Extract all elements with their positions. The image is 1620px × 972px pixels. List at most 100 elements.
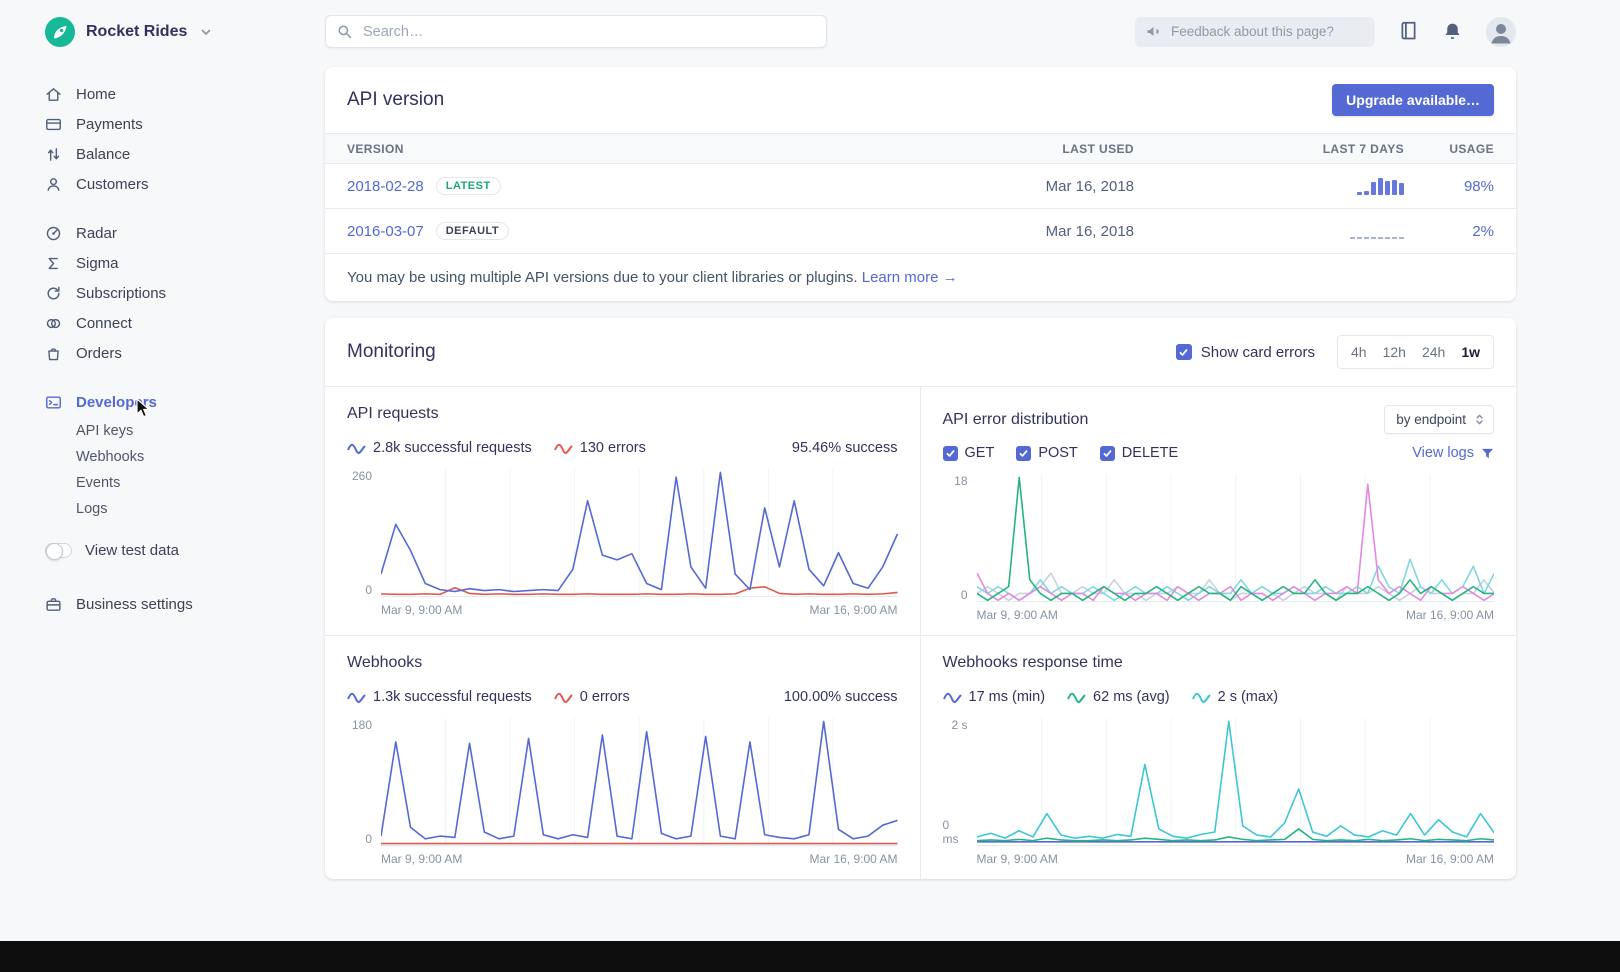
sidebar-item-payments[interactable]: Payments — [45, 109, 300, 139]
line-swatch-icon — [1067, 691, 1086, 703]
legend-successful-requests: 1.3k successful requests — [347, 689, 532, 705]
legend-label: 2.8k successful requests — [373, 440, 532, 456]
nav-group-products: Radar Sigma Subscriptions Connect Orders — [45, 218, 300, 368]
range-4h[interactable]: 4h — [1351, 344, 1367, 360]
by-endpoint-select[interactable]: by endpoint — [1384, 405, 1494, 434]
search-input[interactable] — [361, 23, 815, 41]
legend-label: 62 ms (avg) — [1093, 689, 1170, 705]
sigma-icon — [45, 255, 62, 272]
sidebar-item-radar[interactable]: Radar — [45, 218, 300, 248]
monitoring-title: Monitoring — [347, 341, 436, 363]
sidebar-item-connect[interactable]: Connect — [45, 308, 300, 338]
sidebar-item-label: Subscriptions — [76, 285, 166, 302]
learn-more-link[interactable]: Learn more → — [862, 269, 958, 286]
docs-icon[interactable] — [1398, 21, 1419, 42]
api-error-distribution-chart — [977, 474, 1495, 602]
line-swatch-icon — [347, 691, 366, 703]
upgrade-available-button[interactable]: Upgrade available… — [1332, 84, 1494, 116]
filter-delete[interactable]: DELETE — [1100, 445, 1178, 461]
legend-errors: 0 errors — [554, 689, 630, 705]
status-badge: LATEST — [436, 177, 501, 195]
app: Rocket Rides Home Payments Balance Custo… — [0, 0, 1620, 941]
api-version-card: API version Upgrade available… VERSION L… — [325, 67, 1516, 301]
notifications-bell-icon[interactable] — [1442, 21, 1463, 42]
legend-label: 130 errors — [580, 440, 646, 456]
usage-value[interactable]: 98% — [1404, 178, 1494, 195]
version-link[interactable]: 2018-02-28 — [347, 178, 424, 195]
monitoring-grid: API requests 2.8k successful requests 13… — [325, 386, 1516, 879]
view-test-data-toggle[interactable] — [45, 543, 72, 558]
orders-icon — [45, 345, 62, 362]
briefcase-icon — [45, 596, 62, 613]
account-name: Rocket Rides — [86, 23, 187, 41]
show-card-errors-checkbox[interactable] — [1176, 344, 1192, 360]
stepper-icon — [1473, 413, 1486, 426]
y-axis-labels: 260 0 — [347, 469, 381, 597]
sidebar-item-subscriptions[interactable]: Subscriptions — [45, 278, 300, 308]
filter-label: POST — [1038, 445, 1077, 461]
sidebar: Rocket Rides Home Payments Balance Custo… — [0, 0, 300, 941]
line-swatch-icon — [554, 442, 573, 454]
filter-get[interactable]: GET — [943, 445, 995, 461]
panel-title: Webhooks — [347, 654, 898, 672]
usage-value[interactable]: 2% — [1404, 223, 1494, 240]
feedback-box[interactable] — [1135, 17, 1375, 47]
time-range-selector[interactable]: 4h 12h 24h 1w — [1337, 335, 1494, 369]
search-box[interactable] — [325, 15, 827, 48]
webhooks-response-time-chart — [977, 718, 1495, 846]
x-axis-labels: Mar 9, 9:00 AM Mar 16, 9:00 AM — [977, 608, 1495, 622]
home-icon — [45, 86, 62, 103]
sidebar-item-events[interactable]: Events — [76, 470, 300, 496]
panel-webhooks: Webhooks 1.3k successful requests 0 erro… — [325, 636, 921, 879]
avatar[interactable] — [1486, 17, 1516, 47]
get-checkbox[interactable] — [943, 446, 958, 461]
account-switcher[interactable]: Rocket Rides — [45, 17, 300, 47]
feedback-input[interactable] — [1169, 23, 1364, 40]
sidebar-item-label: Customers — [76, 176, 149, 193]
rocket-rides-logo-icon — [45, 17, 75, 47]
sidebar-item-api-keys[interactable]: API keys — [76, 418, 300, 444]
legend-label: 1.3k successful requests — [373, 689, 532, 705]
sidebar-item-label: Payments — [76, 116, 143, 133]
nav-group-developers: Developers API keys Webhooks Events Logs — [45, 387, 300, 522]
range-12h[interactable]: 12h — [1383, 344, 1406, 360]
main-content: API version Upgrade available… VERSION L… — [300, 0, 1620, 941]
sidebar-item-orders[interactable]: Orders — [45, 338, 300, 368]
panel-title: API error distribution — [943, 411, 1089, 429]
payments-icon — [45, 116, 62, 133]
customers-icon — [45, 176, 62, 193]
sidebar-item-customers[interactable]: Customers — [45, 169, 300, 199]
sidebar-item-label: Events — [76, 475, 120, 491]
view-logs-link[interactable]: View logs — [1412, 445, 1494, 461]
sidebar-item-label: Developers — [76, 394, 157, 411]
topbar — [325, 15, 1516, 48]
legend-errors: 130 errors — [554, 440, 646, 456]
show-card-errors-control[interactable]: Show card errors — [1176, 344, 1315, 361]
search-icon — [337, 24, 352, 39]
x-axis-labels: Mar 9, 9:00 AM Mar 16, 9:00 AM — [977, 852, 1495, 866]
filter-post[interactable]: POST — [1016, 445, 1077, 461]
legend-successful-requests: 2.8k successful requests — [347, 440, 532, 456]
line-swatch-icon — [347, 442, 366, 454]
last-used-value: Mar 16, 2018 — [924, 178, 1134, 195]
view-test-data-row: View test data — [45, 542, 300, 559]
last-used-value: Mar 16, 2018 — [924, 223, 1134, 240]
version-link[interactable]: 2016-03-07 — [347, 223, 424, 240]
sidebar-item-home[interactable]: Home — [45, 79, 300, 109]
sidebar-item-logs[interactable]: Logs — [76, 496, 300, 522]
range-1w[interactable]: 1w — [1461, 344, 1480, 360]
sidebar-item-label: Radar — [76, 225, 117, 242]
post-checkbox[interactable] — [1016, 446, 1031, 461]
connect-icon — [45, 315, 62, 332]
developers-icon — [45, 394, 62, 411]
range-24h[interactable]: 24h — [1422, 344, 1445, 360]
sidebar-item-sigma[interactable]: Sigma — [45, 248, 300, 278]
sidebar-item-webhooks[interactable]: Webhooks — [76, 444, 300, 470]
delete-checkbox[interactable] — [1100, 446, 1115, 461]
sidebar-item-developers[interactable]: Developers — [45, 387, 300, 417]
legend-label: 2 s (max) — [1218, 689, 1278, 705]
y-axis-labels: 180 0 — [347, 718, 381, 846]
panel-api-error-distribution: API error distribution by endpoint GET — [921, 387, 1517, 636]
sidebar-item-business-settings[interactable]: Business settings — [45, 589, 300, 619]
sidebar-item-balance[interactable]: Balance — [45, 139, 300, 169]
